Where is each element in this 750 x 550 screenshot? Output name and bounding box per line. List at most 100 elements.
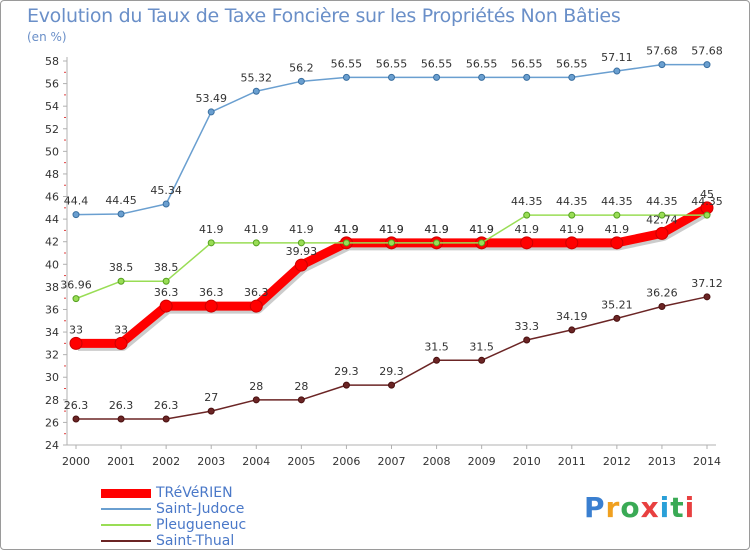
data-point	[565, 236, 579, 250]
x-tick-label: 2004	[242, 455, 270, 468]
data-label: 41.9	[469, 223, 494, 236]
legend-label: Pleugueneuc	[156, 517, 247, 533]
logo-letter: r	[605, 491, 621, 524]
data-label: 39.93	[286, 245, 318, 258]
data-point	[658, 61, 666, 69]
y-tick-label: 52	[45, 123, 59, 136]
data-label: 44.35	[556, 195, 588, 208]
data-label: 56.55	[556, 57, 588, 70]
x-tick-label: 2005	[287, 455, 315, 468]
data-point	[478, 239, 486, 247]
data-label: 41.9	[379, 223, 404, 236]
data-point	[523, 73, 531, 81]
legend-swatch	[101, 524, 151, 526]
data-point	[249, 299, 263, 313]
data-point	[655, 226, 669, 240]
data-label: 28	[249, 380, 263, 393]
data-label: 45	[700, 188, 714, 201]
y-tick-label: 40	[45, 258, 59, 271]
data-label: 44.4	[64, 195, 89, 208]
data-point	[342, 73, 350, 81]
data-point	[72, 415, 80, 423]
data-label: 41.9	[244, 223, 269, 236]
data-point	[433, 239, 441, 247]
y-tick-label: 48	[45, 168, 59, 181]
data-label: 44.45	[105, 194, 137, 207]
data-label: 56.2	[289, 61, 314, 74]
data-point	[72, 295, 80, 303]
data-label: 41.9	[424, 223, 449, 236]
chart-title: Evolution du Taux de Taxe Foncière sur l…	[27, 5, 621, 27]
axes: 24 26 28 30 32 34 36 38 40 42 44 46 48 50 52 54 56 58 2000…	[45, 55, 721, 468]
data-point	[162, 277, 170, 285]
data-label: 36.3	[244, 286, 269, 299]
data-point	[252, 87, 260, 95]
y-tick-label: 24	[45, 439, 59, 452]
data-label: 36.96	[60, 279, 92, 292]
data-label: 44.35	[511, 195, 543, 208]
data-label: 26.3	[64, 399, 89, 412]
data-point	[388, 381, 395, 389]
legend-swatch	[101, 508, 151, 510]
data-point	[703, 61, 711, 69]
y-tick-label: 50	[45, 145, 59, 158]
data-point	[69, 336, 83, 350]
data-point	[613, 211, 621, 219]
logo-letter: i	[684, 491, 696, 524]
data-label: 26.3	[154, 399, 179, 412]
x-tick-label: 2014	[693, 455, 721, 468]
x-tick-label: 2007	[378, 455, 406, 468]
data-label: 33	[114, 323, 128, 336]
data-label: 53.49	[195, 92, 227, 105]
data-label: 28	[294, 380, 308, 393]
logo-letter: o	[620, 491, 641, 524]
data-point	[568, 73, 576, 81]
data-point	[568, 211, 576, 219]
x-tick-label: 2008	[423, 455, 451, 468]
legend-swatch	[101, 540, 151, 542]
data-point	[297, 396, 305, 404]
data-point	[523, 211, 531, 219]
data-label: 27	[204, 391, 218, 404]
y-tick-label: 34	[45, 326, 59, 339]
x-tick-label: 2006	[332, 455, 360, 468]
data-label: 44.35	[601, 195, 633, 208]
data-label: 26.3	[109, 399, 134, 412]
x-tick-label: 2009	[468, 455, 496, 468]
x-tick-label: 2001	[107, 455, 135, 468]
logo-letter: x	[640, 491, 660, 524]
y-tick-label: 46	[45, 191, 59, 204]
x-tick-label: 2002	[152, 455, 180, 468]
y-tick-label: 56	[45, 78, 59, 91]
data-label: 56.55	[331, 57, 363, 70]
data-label: 36.3	[199, 286, 224, 299]
data-label: 41.9	[199, 223, 224, 236]
data-point	[658, 303, 666, 311]
data-label: 41.9	[424, 223, 449, 236]
legend-label: Saint-Thual	[156, 533, 235, 549]
data-label: 31.5	[469, 340, 494, 353]
data-point	[613, 314, 621, 322]
data-label: 41.9	[334, 223, 359, 236]
logo-letter: t	[670, 491, 685, 524]
proxiti-logo: Proxiti	[584, 491, 695, 524]
logo-letter: P	[584, 491, 606, 524]
data-point	[703, 293, 711, 301]
data-point	[478, 73, 486, 81]
x-tick-label: 2000	[62, 455, 90, 468]
x-tick-label: 2003	[197, 455, 225, 468]
y-tick-label: 26	[45, 416, 59, 429]
data-label: 37.12	[691, 277, 723, 290]
x-tick-label: 2012	[603, 455, 631, 468]
y-tick-label: 58	[45, 55, 59, 68]
legend-label: Saint-Judoce	[156, 501, 245, 517]
data-label: 56.55	[376, 57, 408, 70]
y-tick-label: 28	[45, 394, 59, 407]
data-label: 41.9	[514, 223, 539, 236]
x-tick-label: 2010	[513, 455, 541, 468]
data-point	[204, 299, 218, 313]
data-label: 36.3	[154, 286, 179, 299]
data-label: 41.9	[379, 223, 404, 236]
y-tick-label: 30	[45, 371, 59, 384]
